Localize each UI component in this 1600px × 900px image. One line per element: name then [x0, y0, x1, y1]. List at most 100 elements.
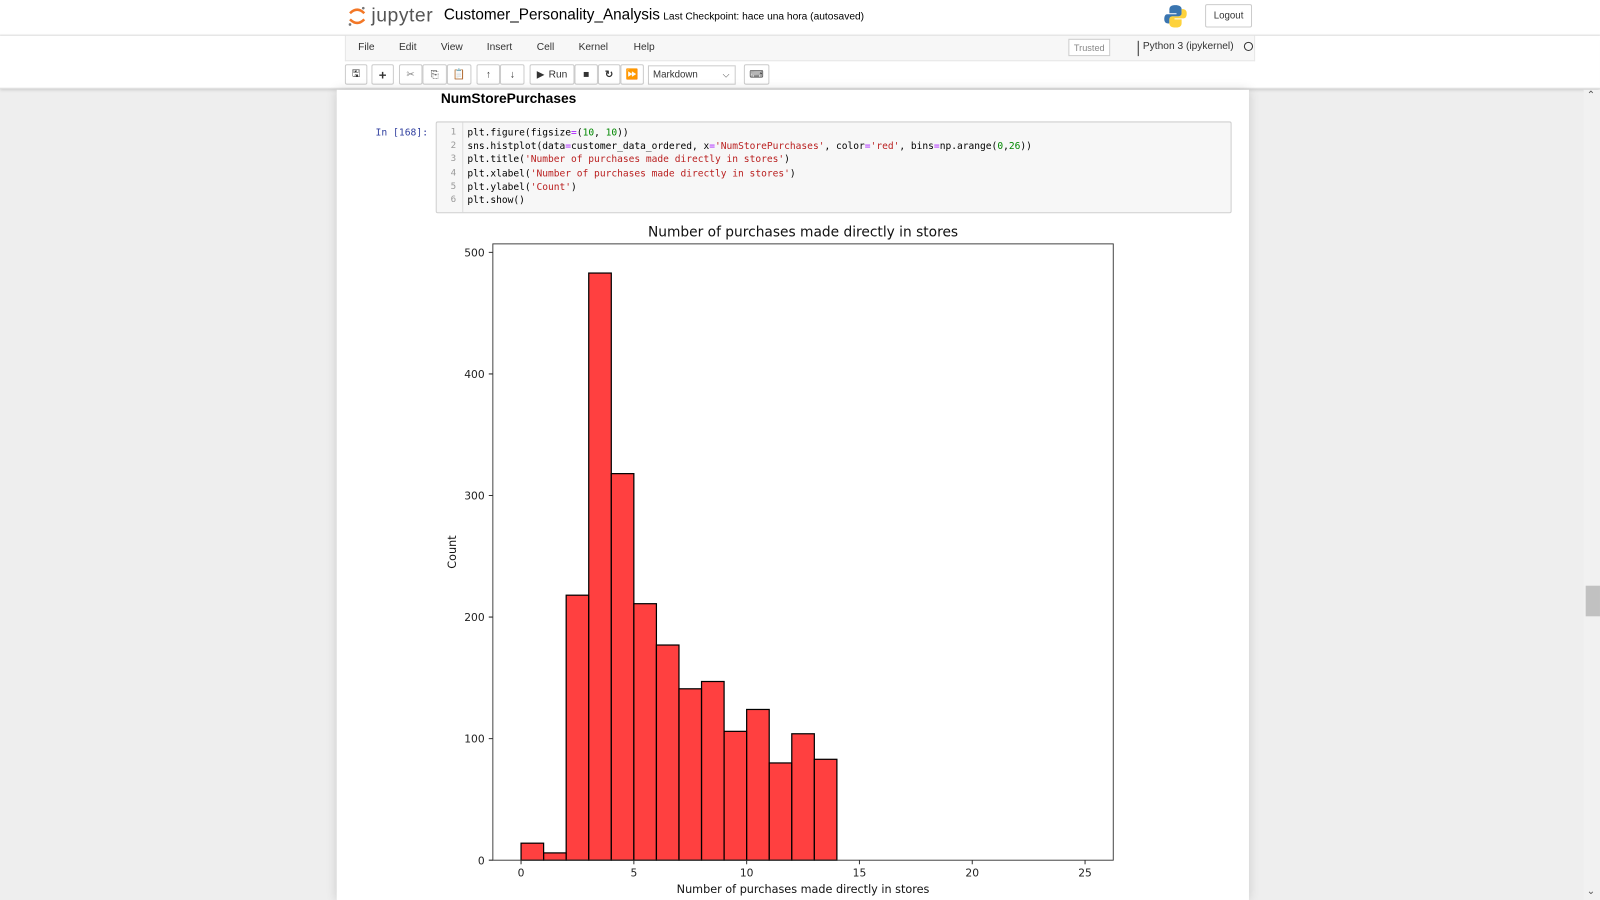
menu-edit[interactable]: Edit — [398, 41, 417, 54]
line-number: 5 — [450, 181, 457, 192]
logo-text: jupyter — [371, 5, 434, 27]
paste-icon: 📋 — [452, 68, 466, 81]
histogram-bar — [588, 272, 612, 861]
chart-title: Number of purchases made directly in sto… — [648, 225, 958, 241]
x-tick-label: 5 — [630, 867, 637, 880]
x-tick-label: 10 — [740, 867, 754, 880]
y-tick-label: 300 — [464, 490, 485, 503]
line-numbers: 1 2 3 4 5 6 — [437, 122, 464, 213]
histogram-chart: 0 5 10 15 20 25 0 100 200 300 400 500 Number of purc… — [446, 225, 1114, 896]
menu-help[interactable]: Help — [633, 41, 655, 54]
run-icon: ▶ — [536, 68, 545, 81]
jupyter-logo[interactable]: jupyter — [347, 5, 433, 27]
save-icon: 🖫 — [351, 67, 361, 80]
histogram-bar — [813, 758, 838, 861]
code-token: 10 — [582, 127, 595, 139]
y-tick-label: 100 — [464, 733, 485, 746]
code-token: 0 — [997, 141, 1004, 153]
code-line: plt.figure(figsize=(10, 10)) — [467, 128, 628, 139]
notebook-name[interactable]: Customer_Personality_Analysis — [443, 6, 660, 24]
save-button[interactable]: 🖫 — [344, 64, 368, 85]
line-number: 3 — [450, 154, 457, 165]
code-token: 'Number of purchases made directly in st… — [524, 154, 785, 166]
code-token: , — [1003, 141, 1009, 153]
code-line: plt.ylabel('Count') — [467, 181, 576, 192]
cell-type-select[interactable]: Markdown ⌵ — [647, 65, 736, 85]
histogram-bar — [633, 603, 658, 861]
scroll-up-icon[interactable]: ⌃ — [1586, 89, 1596, 102]
code-token: plt.xlabel( — [467, 167, 531, 180]
scrollbar[interactable] — [1583, 89, 1600, 900]
histogram-bar — [543, 852, 567, 861]
kernel-name[interactable]: Python 3 (ipykernel) — [1137, 40, 1234, 57]
y-tick-label: 500 — [464, 246, 485, 259]
markdown-heading: NumStorePurchases — [440, 90, 577, 107]
arrow-up-icon: ↑ — [485, 68, 491, 81]
menu-insert[interactable]: Insert — [486, 41, 513, 54]
histogram-bar — [746, 708, 770, 861]
cut-icon: ✂ — [406, 68, 415, 81]
code-token: 'Count' — [530, 181, 572, 193]
line-number: 2 — [450, 141, 457, 152]
menu-view[interactable]: View — [440, 41, 463, 54]
code-token: , color — [824, 141, 865, 153]
y-tick-label: 0 — [478, 854, 485, 867]
code-token: np.arange( — [939, 141, 998, 153]
code-token: ) — [789, 167, 796, 180]
cell-type-value: Markdown — [653, 69, 698, 81]
logout-button[interactable]: Logout — [1205, 4, 1253, 28]
code-line: plt.title('Number of purchases made dire… — [467, 154, 790, 165]
code-line: sns.histplot(data=customer_data_ordered,… — [467, 141, 1032, 152]
checkpoint-status: Last Checkpoint: hace una hora (autosave… — [663, 11, 865, 23]
y-tick-label: 200 — [464, 611, 485, 624]
code-token: 'Number of purchases made directly in st… — [530, 167, 790, 180]
insert-cell-button[interactable]: + — [371, 64, 394, 85]
code-token: 'red' — [870, 141, 900, 153]
restart-button[interactable]: ↻ — [597, 64, 621, 85]
menu-kernel[interactable]: Kernel — [578, 41, 609, 54]
histogram-bar — [791, 733, 815, 861]
code-cell-editor[interactable]: 1 2 3 4 5 6 plt.figure(figsize=(10, 10)) sns.hi… — [435, 121, 1232, 214]
move-up-button[interactable]: ↑ — [476, 64, 500, 85]
restart-run-all-button[interactable]: ⏩ — [620, 64, 644, 85]
scroll-down-icon[interactable]: ⌄ — [1586, 885, 1596, 897]
x-tick-label: 15 — [853, 867, 867, 880]
run-button[interactable]: ▶ Run — [529, 64, 575, 85]
code-token: customer_data_ordered, x — [571, 141, 710, 153]
scrollbar-thumb[interactable] — [1585, 585, 1600, 617]
python-logo-icon — [1164, 5, 1187, 28]
line-number: 4 — [450, 167, 457, 179]
paste-button[interactable]: 📋 — [446, 64, 472, 85]
input-prompt: In [168]: — [375, 127, 429, 139]
chevron-down-icon: ⌵ — [722, 69, 730, 80]
command-palette-button[interactable]: ⌨ — [743, 64, 770, 85]
copy-button[interactable]: ⎘ — [422, 64, 447, 85]
code-line: plt.show() — [467, 195, 525, 206]
x-tick-label: 25 — [1078, 867, 1092, 880]
code-token: = — [709, 141, 716, 153]
code-token: plt.ylabel( — [467, 181, 531, 193]
code-token: , — [594, 127, 606, 139]
plot-frame — [492, 243, 1114, 861]
kernel-status-icon — [1243, 41, 1254, 52]
cut-button[interactable]: ✂ — [398, 64, 423, 85]
move-down-button[interactable]: ↓ — [499, 64, 525, 85]
line-number: 6 — [450, 194, 457, 206]
code-token: plt.figure(figsize — [467, 127, 572, 139]
fast-forward-icon: ⏩ — [625, 68, 639, 81]
code-line: plt.xlabel('Number of purchases made dir… — [467, 168, 795, 179]
histogram-bar — [610, 473, 635, 861]
plus-icon: + — [378, 66, 387, 83]
trusted-indicator[interactable]: Trusted — [1068, 38, 1111, 57]
code-token: sns.histplot(data — [467, 141, 566, 153]
y-tick-label: 400 — [464, 368, 485, 381]
code-token: = — [864, 141, 871, 153]
code-token: ( — [576, 127, 583, 139]
histogram-bar — [723, 730, 748, 861]
interrupt-button[interactable]: ■ — [574, 64, 598, 85]
restart-icon: ↻ — [604, 68, 614, 81]
menubar: Trusted Python 3 (ipykernel) File Edit Vie… — [0, 35, 1600, 89]
menu-cell[interactable]: Cell — [536, 41, 555, 54]
menu-file[interactable]: File — [358, 41, 375, 54]
histogram-bar — [768, 762, 793, 861]
